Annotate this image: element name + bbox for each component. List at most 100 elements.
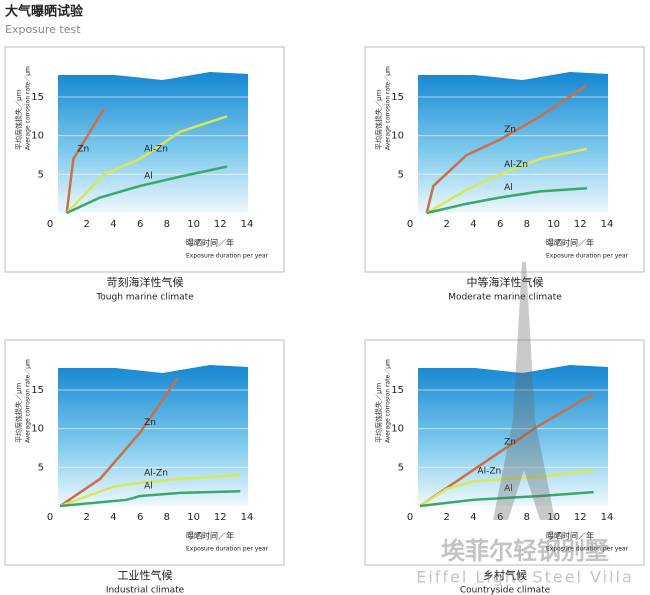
x-tick-label: 14 <box>601 512 614 523</box>
chart-frame <box>364 339 645 566</box>
x-tick-label: 6 <box>137 512 143 523</box>
series-label: Al-Zn <box>144 468 168 478</box>
watermark-subtitle: Eiffel Light Steel Villa <box>416 568 634 587</box>
y-axis-label: 平均腐蚀损失／μm <box>14 90 23 150</box>
x-tick-label: 4 <box>110 512 116 523</box>
x-tick-label: 2 <box>84 512 90 523</box>
x-axis-label: 曝晒时间／年 <box>186 238 234 248</box>
x-tick-label: 8 <box>524 219 530 230</box>
x-axis-label: 曝晒时间／年 <box>546 531 594 541</box>
series-label: Zn <box>77 144 89 154</box>
series-line <box>419 469 594 508</box>
series-label: Al <box>504 183 513 193</box>
plot-background <box>418 365 608 506</box>
series-label: Zn <box>144 418 156 428</box>
series-label: Al-Zn <box>477 467 501 477</box>
chart-title: 工业性气候 <box>118 568 173 582</box>
y-tick-label: 10 <box>31 131 44 142</box>
x-axis-label-en: Exposure duration per year <box>186 253 269 260</box>
x-tick-label: 8 <box>164 219 170 230</box>
y-tick-label: 15 <box>391 92 404 103</box>
x-tick-label: 14 <box>241 512 254 523</box>
page-subtitle: Exposure test <box>5 23 81 36</box>
x-axis-label-en: Exposure duration per year <box>186 546 269 553</box>
chart-panel: 5101502468101214ZnAl-ZnAl平均腐蚀损失／μmAverag… <box>364 339 645 595</box>
chart-subtitle: Tough marine climate <box>95 293 194 303</box>
y-axis-label-en: Average corrosion rate／μm <box>25 359 32 443</box>
y-tick-label: 5 <box>398 462 404 473</box>
series-label: Al-Zn <box>504 160 528 170</box>
y-tick-label: 10 <box>391 131 404 142</box>
x-tick-label: 2 <box>444 512 450 523</box>
x-axis-label-en: Exposure duration per year <box>546 546 629 553</box>
y-tick-label: 10 <box>391 424 404 435</box>
x-tick-label: 14 <box>601 219 614 230</box>
x-tick-label: 6 <box>137 219 143 230</box>
series-line <box>65 115 228 214</box>
x-tick-label: 4 <box>470 512 476 523</box>
x-tick-label: 12 <box>574 219 587 230</box>
watermark: 埃菲尔轻钢别墅 Eiffel Light Steel Villa <box>416 262 634 587</box>
chart-subtitle: Industrial climate <box>106 586 185 595</box>
series-line <box>59 377 179 508</box>
plot-background <box>58 365 248 506</box>
x-tick-label: 6 <box>497 512 503 523</box>
x-tick-label: 12 <box>214 219 227 230</box>
y-axis-label: 平均腐蚀损失／μm <box>14 383 23 443</box>
x-tick-label: 0 <box>47 219 53 230</box>
series-label: Al-Zn <box>144 144 168 154</box>
y-axis-label-en: Average corrosion rate／μm <box>385 359 392 443</box>
y-tick-label: 15 <box>31 92 44 103</box>
y-axis-label-en: Average corrosion rate／μm <box>385 66 392 150</box>
chart-frame <box>4 339 285 566</box>
y-tick-label: 15 <box>31 385 44 396</box>
series-line <box>66 165 228 215</box>
x-tick-label: 12 <box>214 512 227 523</box>
y-axis-label-en: Average corrosion rate／μm <box>25 66 32 150</box>
chart-title: 乡村气候 <box>483 568 527 582</box>
chart-frame <box>4 46 285 273</box>
x-tick-label: 10 <box>547 219 560 230</box>
x-axis-label: 曝晒时间／年 <box>546 238 594 248</box>
x-tick-label: 0 <box>47 512 53 523</box>
x-tick-label: 12 <box>574 512 587 523</box>
y-tick-label: 5 <box>398 169 404 180</box>
y-tick-label: 5 <box>38 462 44 473</box>
series-line <box>425 84 588 214</box>
series-label: Zn <box>504 437 516 447</box>
chart-subtitle: Countryside climate <box>460 586 551 595</box>
y-tick-label: 5 <box>38 169 44 180</box>
watermark-tower <box>493 262 555 520</box>
x-tick-label: 2 <box>444 219 450 230</box>
y-tick-label: 10 <box>31 424 44 435</box>
page-title: 大气曝晒试验 <box>5 4 84 20</box>
x-tick-label: 8 <box>524 512 530 523</box>
watermark-title: 埃菲尔轻钢别墅 <box>441 537 609 565</box>
chart-title: 苛刻海洋性气候 <box>107 275 184 289</box>
x-axis-label: 曝晒时间／年 <box>186 531 234 541</box>
series-label: Zn <box>504 125 516 135</box>
plot-background <box>418 72 608 213</box>
series-line <box>426 186 588 215</box>
series-line <box>59 473 241 508</box>
x-tick-label: 0 <box>407 512 413 523</box>
y-axis-label: 平均腐蚀损失／μm <box>374 90 383 150</box>
series-line <box>426 147 588 215</box>
series-label: Al <box>144 171 153 181</box>
x-tick-label: 8 <box>164 512 170 523</box>
series-label: Al <box>144 481 153 491</box>
x-tick-label: 0 <box>407 219 413 230</box>
chart-subtitle: Moderate marine climate <box>448 293 562 303</box>
series-label: Al <box>504 484 513 494</box>
x-axis-label-en: Exposure duration per year <box>546 253 629 260</box>
series-line <box>419 490 594 508</box>
chart-title: 中等海洋性气候 <box>467 275 544 289</box>
x-tick-label: 4 <box>470 219 476 230</box>
x-tick-label: 2 <box>84 219 90 230</box>
x-tick-label: 4 <box>110 219 116 230</box>
x-tick-label: 10 <box>547 512 560 523</box>
